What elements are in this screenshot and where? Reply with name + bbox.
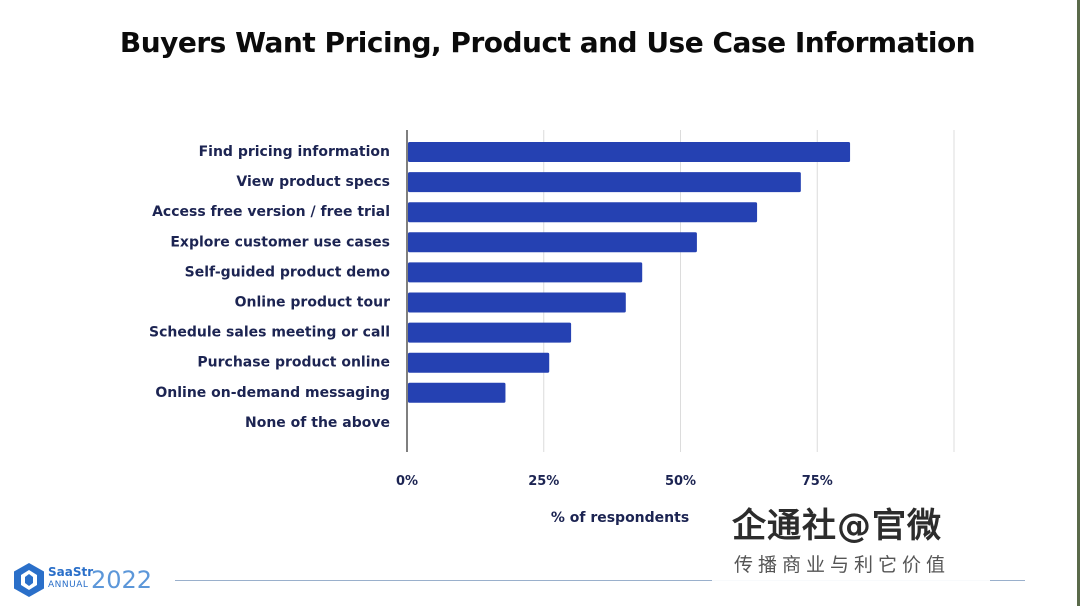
hexagon-logo-icon [14,563,44,597]
logo-year: 2022 [91,566,153,594]
category-label: Find pricing information [199,144,390,160]
category-label: Schedule sales meeting or call [149,325,390,341]
category-label: Online on-demand messaging [155,385,390,401]
right-edge-strip [1077,0,1080,606]
logo-name: SaaStr [48,565,94,579]
category-label: Online product tour [235,295,390,311]
x-axis-title: % of respondents [550,510,690,526]
saastr-logo: SaaStr ANNUAL 2022 [13,562,173,598]
bar [408,382,506,403]
bar [408,262,643,283]
bar [408,142,851,162]
bar [408,352,550,373]
x-tick-label: 50% [665,474,696,489]
bar-layer [408,142,851,403]
x-tick-label: 0% [396,474,418,489]
bar [408,172,801,193]
category-label-layer: Find pricing information View product spe… [149,144,390,431]
category-label: None of the above [245,415,390,431]
logo-annual: ANNUAL [48,580,89,590]
bar [408,322,572,343]
bar [408,232,697,253]
category-label: Explore customer use cases [170,234,390,250]
category-label: Access free version / free trial [152,204,390,220]
tick-label-layer: 0% 25% 50% 75% [396,474,833,489]
watermark-subtitle: 传播商业与利它价值 [734,554,951,576]
category-label: Self-guided product demo [185,264,391,280]
chart-title: Buyers Want Pricing, Product and Use Cas… [119,26,976,59]
category-label: View product specs [236,174,390,190]
footer-divider [175,580,1025,581]
watermark-title: 企通社@官微 [732,506,942,546]
x-tick-label: 25% [528,474,559,489]
category-label: Purchase product online [197,355,390,371]
bar [408,202,758,223]
watermark-background [712,490,990,586]
bar [408,292,626,313]
x-tick-label: 75% [802,474,833,489]
